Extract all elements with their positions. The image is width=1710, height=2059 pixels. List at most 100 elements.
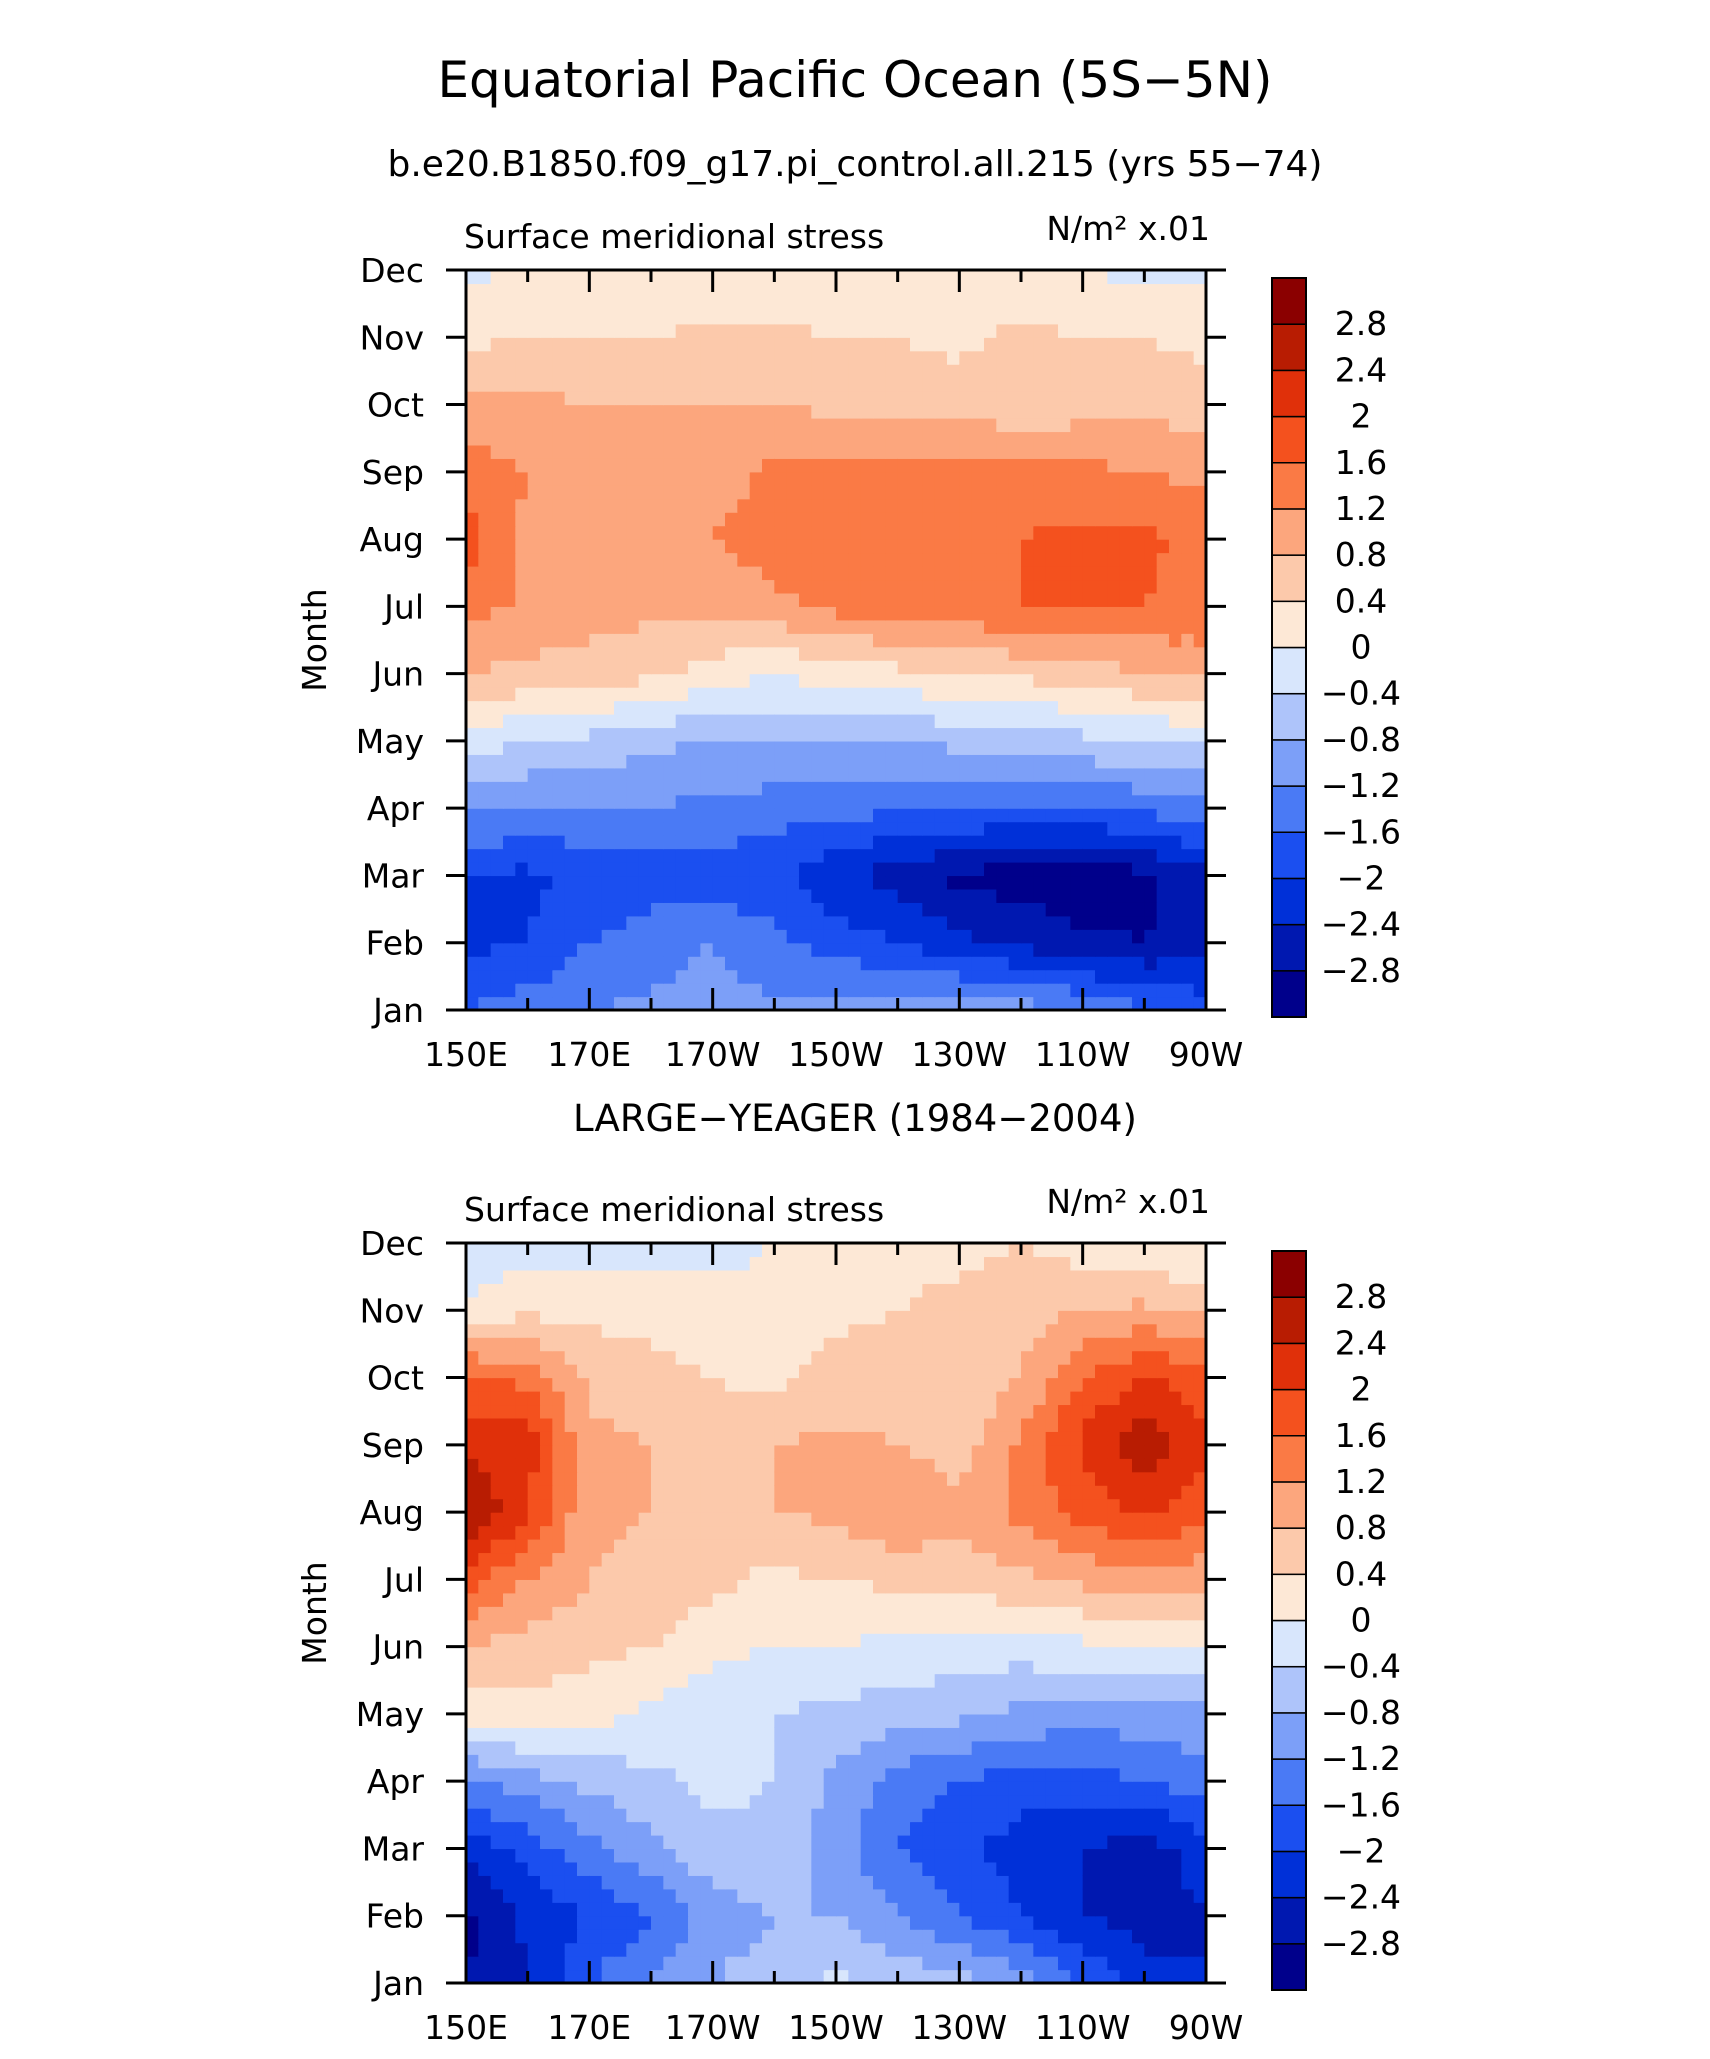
contour-cell [552,1606,566,1621]
contour-cell [527,956,541,971]
contour-cell [700,673,714,688]
contour-cell [490,525,504,540]
contour-cell [577,391,590,406]
contour-cell [848,983,862,998]
contour-cell [823,969,837,984]
contour-cell [984,404,997,419]
contour-cell [762,1902,775,1917]
contour-cell [478,835,492,850]
contour-cell [1045,754,1059,769]
contour-cell [786,391,800,406]
contour-cell [490,1687,504,1702]
contour-cell [1008,444,1022,459]
contour-cell [1082,848,1096,863]
contour-cell [1058,1700,1071,1715]
contour-cell [860,875,874,890]
contour-cell [626,444,640,459]
contour-cell [749,714,763,729]
contour-cell [1082,1902,1096,1917]
contour-cell [1181,835,1195,850]
contour-cell [614,1579,627,1594]
contour-cell [638,1713,652,1728]
contour-cell [823,566,837,581]
contour-cell [860,1781,874,1796]
contour-cell [984,606,997,621]
contour-cell [1144,566,1158,581]
contour-cell [527,1929,541,1944]
contour-cell [774,1740,788,1755]
contour-cell [1045,915,1059,930]
contour-cell [577,862,590,877]
contour-cell [799,431,812,446]
contour-cell [700,781,714,796]
contour-cell [515,592,529,607]
contour-cell [1021,1902,1034,1917]
contour-cell [515,1808,529,1823]
contour-cell [947,310,960,325]
contour-cell [1107,1660,1121,1675]
contour-cell [725,1848,738,1863]
contour-cell [577,1713,590,1728]
contour-cell [811,727,825,742]
contour-cell [947,1727,960,1742]
contour-cell [934,350,948,365]
contour-cell [1144,485,1158,500]
contour-cell [712,592,726,607]
contour-cell [503,404,516,419]
contour-cell [515,539,529,554]
contour-cell [811,1956,825,1971]
contour-cell [1058,929,1071,944]
contour-cell [490,512,504,527]
contour-cell [651,1821,664,1836]
contour-cell [749,1808,763,1823]
contour-cell [996,929,1010,944]
contour-cell [762,1673,775,1688]
contour-cell [836,727,849,742]
contour-cell [885,619,899,634]
contour-cell [700,471,714,486]
contour-cell [848,1673,862,1688]
contour-cell [811,323,825,338]
contour-cell [1107,781,1121,796]
contour-cell [638,862,652,877]
contour-cell [799,660,812,675]
contour-cell [996,1902,1010,1917]
contour-cell [1058,1915,1071,1930]
contour-cell [971,835,985,850]
contour-cell [515,740,529,755]
contour-cell [1021,270,1034,285]
contour-cell [1156,848,1170,863]
contour-cell [589,579,603,594]
contour-cell [1169,1956,1182,1971]
contour-cell [1082,498,1096,513]
contour-cell [984,1821,997,1836]
contour-cell [626,740,640,755]
contour-cell [1132,1713,1145,1728]
contour-cell [823,619,837,634]
contour-cell [897,1740,911,1755]
contour-cell [1119,1660,1133,1675]
contour-cell [1021,404,1034,419]
contour-cell [1156,794,1170,809]
contour-cell [1181,498,1195,513]
contour-cell [848,727,862,742]
contour-cell [1021,539,1034,554]
contour-cell [1095,283,1108,298]
contour-cell [823,525,837,540]
contour-cell [601,848,615,863]
contour-cell [922,391,936,406]
contour-cell [564,458,578,473]
contour-cell [1070,1861,1084,1876]
contour-cell [663,404,677,419]
contour-cell [527,498,541,513]
contour-cell [589,1902,603,1917]
contour-cell [663,1687,677,1702]
contour-cell [762,633,775,648]
contour-cell [638,539,652,554]
contour-cell [552,942,566,957]
contour-cell [786,1942,800,1957]
contour-cell [885,942,899,957]
contour-cell [1169,1740,1182,1755]
contour-cell [577,431,590,446]
contour-cell [1132,606,1145,621]
